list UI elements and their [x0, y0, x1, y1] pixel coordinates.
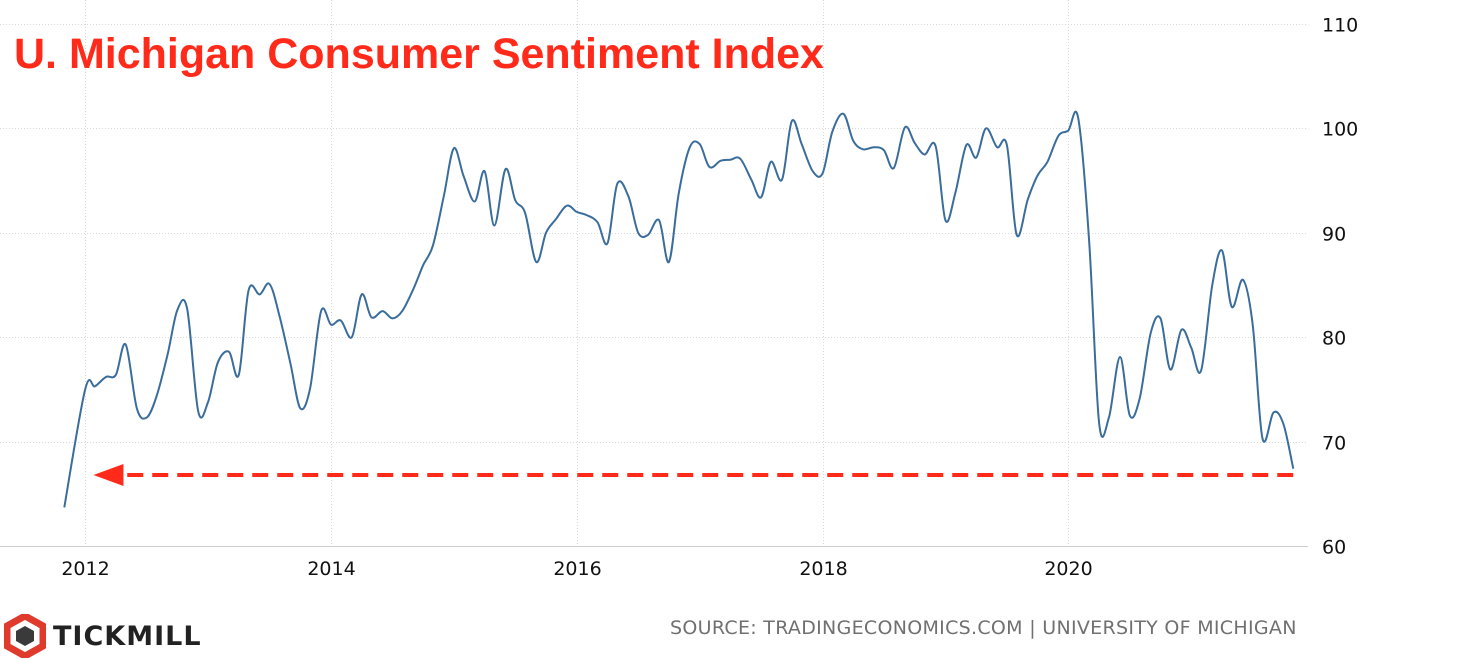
x-tick-label: 2014 — [307, 558, 355, 580]
series-line — [63, 110, 1295, 508]
chart-grid — [0, 0, 1308, 547]
tickmill-hexagon-icon — [4, 614, 46, 658]
series-layer — [63, 110, 1295, 508]
y-tick-label: 60 — [1322, 537, 1346, 559]
brand-name: TICKMILL — [53, 620, 202, 652]
annotation-layer — [93, 464, 1294, 487]
brand-logo: TICKMILL — [4, 614, 202, 658]
x-tick-label: 2012 — [61, 558, 109, 580]
y-tick-label: 80 — [1322, 328, 1346, 350]
x-tick-label: 2018 — [799, 558, 847, 580]
y-tick-label: 90 — [1322, 224, 1346, 246]
chart-title: U. Michigan Consumer Sentiment Index — [14, 30, 824, 78]
x-axis: 2012 2014 2016 2018 2020 — [61, 558, 1092, 580]
x-tick-label: 2020 — [1044, 558, 1092, 580]
y-tick-label: 70 — [1322, 433, 1346, 455]
y-axis: 60 70 80 90 100 110 — [1322, 15, 1358, 559]
annotation-arrowhead — [93, 464, 124, 487]
source-credit: SOURCE: TRADINGECONOMICS.COM | UNIVERSIT… — [670, 617, 1297, 639]
x-tick-label: 2016 — [553, 558, 601, 580]
y-tick-label: 110 — [1322, 15, 1358, 37]
y-tick-label: 100 — [1322, 119, 1358, 141]
